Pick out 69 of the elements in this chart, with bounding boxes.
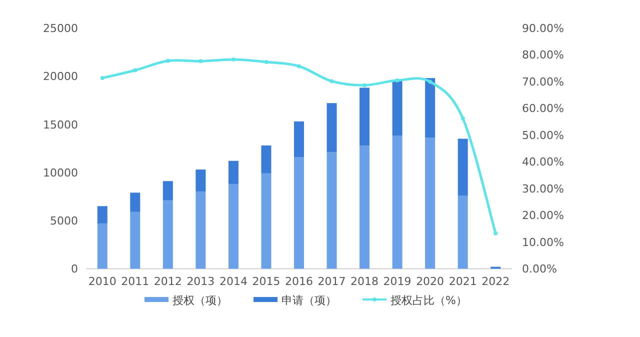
legend-label: 授权占比（%）: [390, 294, 467, 307]
bar: [162, 200, 173, 269]
point: [198, 59, 203, 64]
bar: [360, 145, 370, 269]
point: [264, 60, 268, 64]
bar: [326, 103, 337, 152]
x-tick-label: 2020: [416, 275, 444, 288]
point: [460, 116, 465, 120]
bar: [130, 192, 140, 212]
x-tick-label: 2019: [383, 275, 412, 288]
bar: [261, 145, 272, 174]
y2-tick-label: 10.00%: [522, 236, 564, 249]
bar: [458, 196, 468, 269]
bar: [425, 78, 436, 138]
bar: [97, 223, 108, 269]
point: [362, 83, 367, 88]
legend-label: 申请（项）: [282, 294, 336, 307]
bar: [162, 181, 173, 200]
bar: [261, 173, 272, 269]
x-tick-label: 2017: [318, 275, 346, 288]
x-tick-label: 2014: [219, 275, 248, 288]
bar: [228, 184, 238, 269]
point: [100, 76, 104, 80]
bar: [294, 121, 304, 158]
bar: [228, 160, 238, 184]
bar: [196, 170, 206, 192]
bar: [130, 212, 140, 269]
x-tick-label: 2015: [252, 275, 280, 288]
x-tick-label: 2012: [154, 275, 182, 288]
y2-tick-label: 40.00%: [522, 156, 564, 169]
bar: [360, 88, 370, 146]
bar: [458, 138, 468, 196]
bar: [294, 157, 304, 269]
y2-tick-label: 50.00%: [522, 128, 564, 142]
y-tick-label: 25000: [43, 22, 78, 35]
bar: [425, 138, 436, 269]
y-tick-label: 15000: [43, 118, 78, 132]
bar: [196, 192, 206, 269]
bar: [97, 206, 108, 224]
point: [330, 79, 334, 84]
point: [133, 68, 138, 72]
y2-tick-label: 20.00%: [522, 209, 564, 222]
x-tick-label: 2016: [285, 275, 313, 288]
y2-tick-label: 70.00%: [522, 75, 564, 88]
y-tick-label: 20000: [43, 70, 78, 84]
legend-label: 授权（项）: [172, 294, 228, 307]
y2-tick-label: 90.00%: [522, 22, 564, 35]
y-tick-label: 0: [71, 262, 78, 276]
x-tick-label: 2022: [482, 275, 510, 288]
x-tick-label: 2018: [350, 275, 379, 288]
point: [297, 64, 301, 68]
point: [231, 58, 236, 62]
bar: [392, 80, 402, 136]
y-tick-label: 10000: [43, 166, 78, 180]
x-tick-label: 2010: [88, 275, 116, 288]
y2-tick-label: 60.00%: [522, 102, 564, 116]
x-tick-label: 2021: [448, 275, 477, 288]
x-tick-label: 2013: [186, 275, 215, 288]
x-tick-label: 2011: [121, 275, 150, 288]
point: [395, 78, 400, 82]
point: [494, 231, 498, 236]
bar: [326, 152, 337, 269]
point: [428, 80, 432, 84]
point: [166, 58, 170, 63]
y2-tick-label: 30.00%: [522, 182, 564, 196]
bar: [392, 136, 402, 269]
y-tick-label: 5000: [50, 214, 78, 228]
y2-tick-label: 0.00%: [522, 262, 557, 276]
y2-tick-label: 80.00%: [522, 48, 564, 62]
